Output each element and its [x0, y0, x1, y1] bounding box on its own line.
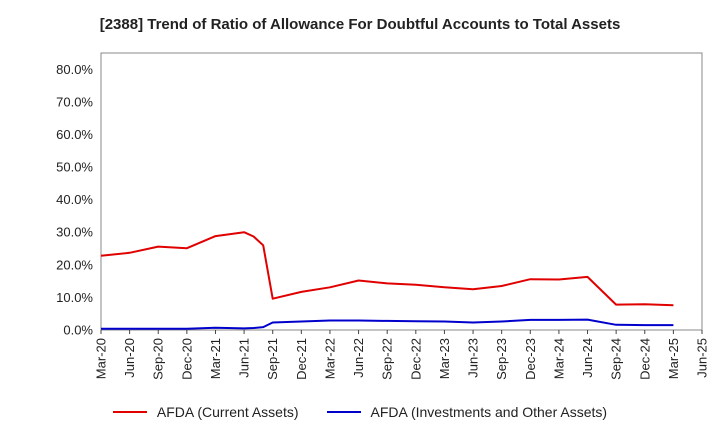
x-tick-label: Mar-20	[94, 338, 109, 379]
tick-labels: 0.0% 10.0% 20.0% 30.0% 40.0% 50.0% 60.0% 70.0% 8…	[56, 62, 709, 380]
x-tick-label: Sep-21	[265, 338, 280, 380]
y-tick-label: 50.0%	[56, 160, 93, 175]
x-tick-label: Dec-21	[294, 338, 309, 380]
y-tick-label: 80.0%	[56, 62, 93, 77]
y-tick-label: 10.0%	[56, 290, 93, 305]
x-tick-label: Mar-22	[322, 338, 337, 379]
line-chart: 0.0% 10.0% 20.0% 30.0% 40.0% 50.0% 60.0% 70.0% 8…	[56, 52, 710, 380]
legend-label-current-assets: AFDA (Current Assets)	[156, 404, 299, 420]
x-tick-label: Jun-25	[695, 338, 710, 378]
plot-area	[100, 52, 703, 331]
x-tick-label: Sep-24	[609, 338, 624, 380]
x-tick-label: Mar-23	[437, 338, 452, 379]
y-tick-label: 40.0%	[56, 192, 93, 207]
x-tick-label: Jun-21	[237, 338, 252, 378]
legend: AFDA (Current Assets) AFDA (Investments …	[0, 404, 720, 420]
series-line-current-assets	[100, 231, 674, 307]
legend-item-investments: AFDA (Investments and Other Assets)	[326, 404, 608, 420]
legend-swatch-current-assets	[112, 411, 147, 413]
x-tick-label: Mar-24	[551, 338, 566, 379]
y-tick-label: 0.0%	[63, 323, 93, 338]
legend-label-investments: AFDA (Investments and Other Assets)	[370, 404, 608, 420]
x-tick-label: Dec-24	[637, 338, 652, 380]
x-tick-label: Dec-20	[179, 338, 194, 380]
legend-item-current-assets: AFDA (Current Assets)	[112, 404, 299, 420]
y-tick-label: 20.0%	[56, 257, 93, 272]
y-tick-label: 30.0%	[56, 225, 93, 240]
x-tick-label: Jun-24	[580, 338, 595, 378]
x-tick-label: Jun-20	[122, 338, 137, 378]
x-tick-label: Mar-21	[208, 338, 223, 379]
x-tick-label: Sep-20	[151, 338, 166, 380]
legend-swatch-investments	[326, 411, 361, 413]
series-lines	[100, 231, 674, 330]
x-tick-label: Sep-22	[380, 338, 395, 380]
x-tick-label: Dec-23	[523, 338, 538, 380]
chart-title: [2388] Trend of Ratio of Allowance For D…	[99, 16, 621, 33]
y-tick-label: 60.0%	[56, 127, 93, 142]
x-tick-label: Mar-25	[666, 338, 681, 379]
x-tick-label: Jun-23	[466, 338, 481, 378]
axes	[100, 52, 703, 334]
x-tick-label: Dec-22	[408, 338, 423, 380]
series-line-investments	[101, 318, 674, 330]
x-tick-label: Sep-23	[494, 338, 509, 380]
y-tick-label: 70.0%	[56, 94, 93, 109]
x-tick-label: Jun-22	[351, 338, 366, 378]
